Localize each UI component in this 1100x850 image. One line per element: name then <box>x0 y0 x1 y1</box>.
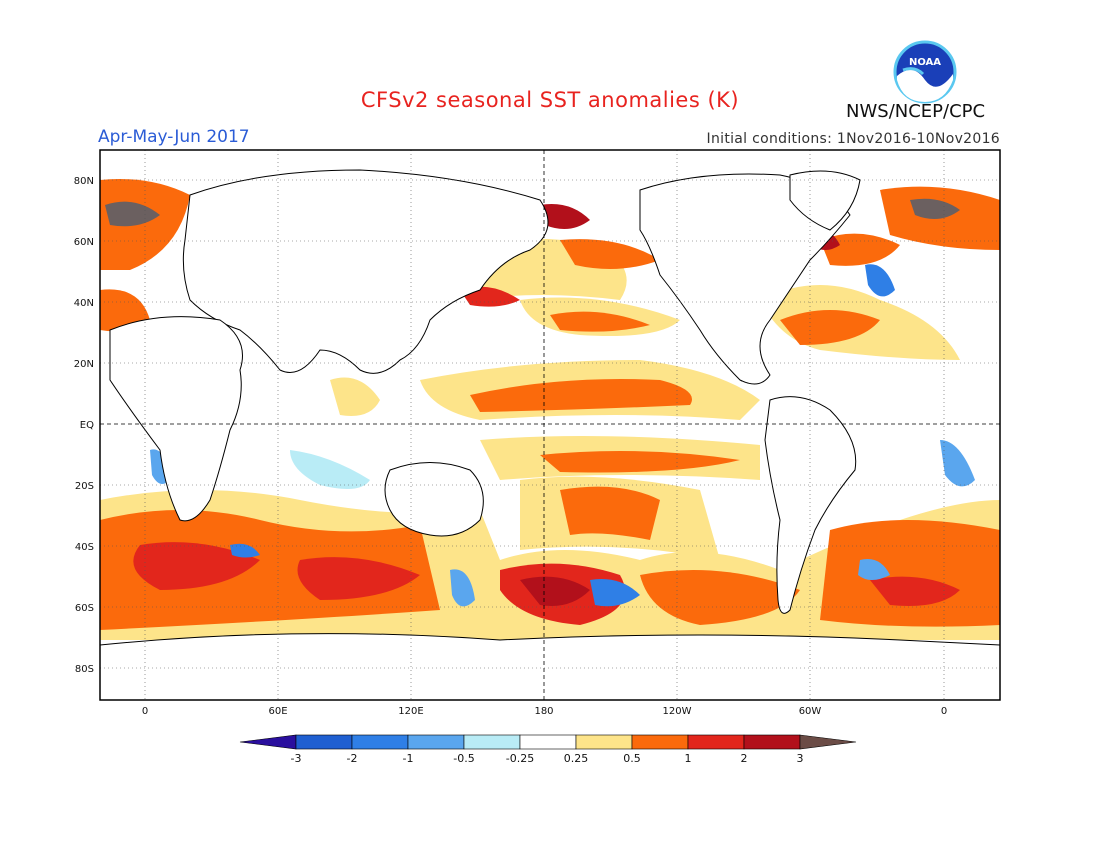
colorbar-segment <box>295 734 353 750</box>
colorbar-segment <box>631 734 689 750</box>
colorbar-segment <box>351 734 409 750</box>
north-ocean-anomaly <box>100 179 1000 360</box>
lon-label: 60E <box>268 706 287 717</box>
reference-lines <box>100 150 1000 700</box>
antarctica-outline <box>100 633 1000 700</box>
south-america-outline <box>764 396 857 614</box>
lat-label: 20N <box>74 359 94 370</box>
tropical-pacific-anomaly <box>420 297 760 560</box>
colorbar-label: 2 <box>741 752 748 765</box>
colorbar: -3 -2 -1 -0.5 -0.25 0.25 0.5 1 2 3 <box>239 734 857 765</box>
lon-label: 120W <box>663 706 692 717</box>
colorbar-label: -1 <box>403 752 414 765</box>
initial-conditions-label: Initial conditions: 1Nov2016-10Nov2016 <box>706 131 1000 147</box>
lon-label: 180 <box>534 706 553 717</box>
lon-label: 0 <box>142 706 148 717</box>
colorbar-segment <box>687 734 745 750</box>
lat-label: 80N <box>74 176 94 187</box>
colorbar-label: 0.5 <box>623 752 641 765</box>
colorbar-label: 0.25 <box>564 752 589 765</box>
colorbar-label: -0.25 <box>506 752 534 765</box>
indian-ocean-anomaly <box>150 377 975 489</box>
colorbar-segment <box>743 734 801 750</box>
eurasia-outline <box>182 169 549 374</box>
agency-label: NWS/NCEP/CPC <box>846 101 986 122</box>
lat-label: 20S <box>75 481 94 492</box>
colorbar-segment <box>407 734 465 750</box>
greenland-outline <box>789 170 861 231</box>
lon-label: 0 <box>941 706 947 717</box>
chart-title: CFSv2 seasonal SST anomalies (K) <box>360 88 740 112</box>
season-label: Apr-May-Jun 2017 <box>98 127 250 147</box>
lat-label: 40N <box>74 298 94 309</box>
colorbar-segment <box>463 734 521 750</box>
noaa-logo-icon: NOAA <box>893 40 957 104</box>
colorbar-arrow-high <box>799 734 857 750</box>
colorbar-label: -3 <box>291 752 302 765</box>
longitude-labels: 0 60E 120E 180 120W 60W 0 <box>142 706 947 717</box>
lon-label: 120E <box>398 706 423 717</box>
lat-label: 60S <box>75 603 94 614</box>
colorbar-arrow-low <box>239 734 297 750</box>
colorbar-label: 1 <box>685 752 692 765</box>
colorbar-label: -0.5 <box>453 752 474 765</box>
lat-label: 40S <box>75 542 94 553</box>
latitude-labels: 80N 60N 40N 20N EQ 20S 40S 60S 80S <box>74 176 94 675</box>
lon-label: 60W <box>799 706 822 717</box>
continents <box>100 169 1000 700</box>
colorbar-label: -2 <box>347 752 358 765</box>
logo-text: NOAA <box>909 57 941 68</box>
lat-label: 80S <box>75 664 94 675</box>
southern-ocean-anomaly <box>100 490 1000 640</box>
africa-outline <box>109 316 243 522</box>
colorbar-segment <box>575 734 633 750</box>
colorbar-label: 3 <box>797 752 804 765</box>
australia-outline <box>384 462 484 537</box>
lat-label: EQ <box>80 420 94 431</box>
colorbar-segment <box>519 734 577 750</box>
lat-label: 60N <box>74 237 94 248</box>
